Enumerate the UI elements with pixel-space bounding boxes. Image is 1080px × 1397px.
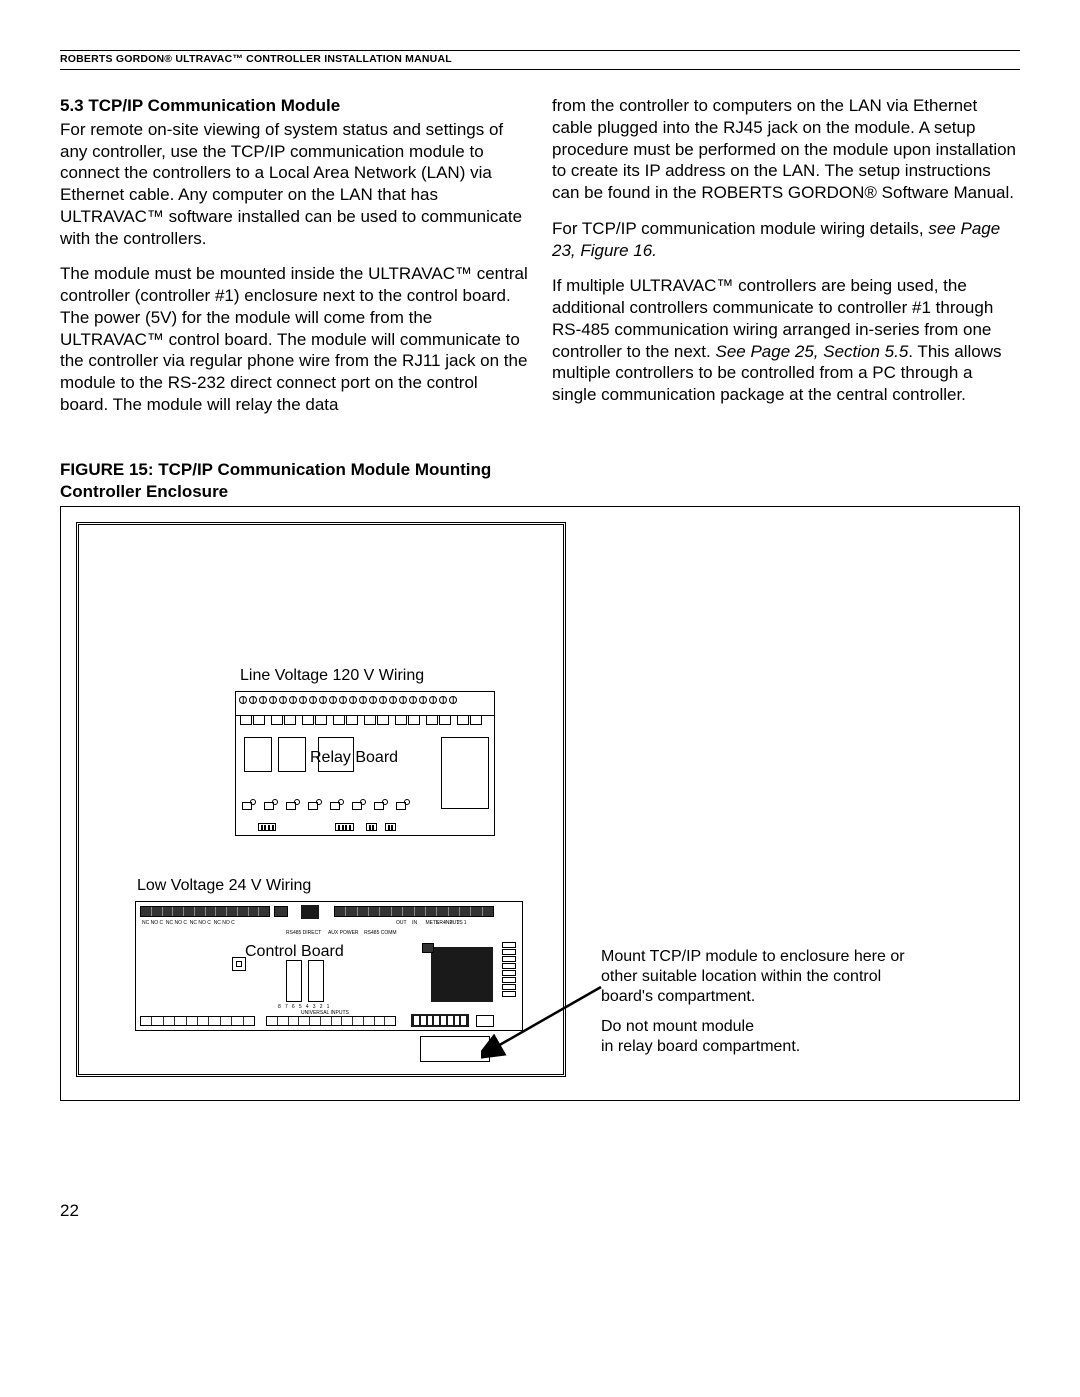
- section-heading: 5.3 TCP/IP Communication Module: [60, 95, 528, 117]
- paragraph: from the controller to computers on the …: [552, 95, 1020, 204]
- terminal-strip: [236, 692, 494, 716]
- figure-subcaption: Controller Enclosure: [60, 482, 1020, 502]
- callout-warning: Do not mount module in relay board compa…: [601, 1017, 931, 1057]
- paragraph: For remote on-site viewing of system sta…: [60, 119, 528, 250]
- callout-mounting: Mount TCP/IP module to enclosure here or…: [601, 947, 931, 1007]
- cross-ref: See Page 25, Section 5.5: [715, 342, 908, 361]
- dip-switch-icon: [411, 1014, 469, 1027]
- section-number: 5.3: [60, 96, 84, 115]
- running-header: ROBERTS GORDON® ULTRAVAC™ CONTROLLER INS…: [60, 53, 1020, 65]
- label-low-voltage: Low Voltage 24 V Wiring: [137, 877, 311, 895]
- header-rule-top: [60, 50, 1020, 51]
- terminal-block: [334, 906, 494, 917]
- terminal-block: [140, 1016, 255, 1026]
- figure-frame: Line Voltage 120 V Wiring: [60, 506, 1020, 1101]
- left-column: 5.3 TCP/IP Communication Module For remo…: [60, 95, 528, 430]
- page-number: 22: [60, 1201, 1020, 1221]
- callout-arrow-icon: [481, 967, 611, 1067]
- terminal-block: [140, 906, 270, 917]
- section-title: TCP/IP Communication Module: [88, 96, 340, 115]
- terminal-block: [266, 1016, 396, 1026]
- right-column: from the controller to computers on the …: [552, 95, 1020, 430]
- label-control-board: Control Board: [245, 943, 344, 961]
- terminal-tabs: [240, 716, 483, 725]
- port-row: [242, 802, 406, 810]
- label-relay-board: Relay Board: [310, 749, 398, 767]
- paragraph: The module must be mounted inside the UL…: [60, 263, 528, 415]
- text: For TCP/IP communication module wiring d…: [552, 219, 928, 238]
- control-board: NC NO C NC NO C NC NO C NC NO C RS485 DI…: [135, 901, 523, 1031]
- paragraph: For TCP/IP communication module wiring d…: [552, 218, 1020, 262]
- tcpip-module-location: [420, 1036, 490, 1062]
- body-columns: 5.3 TCP/IP Communication Module For remo…: [60, 95, 1020, 430]
- manual-page: ROBERTS GORDON® ULTRAVAC™ CONTROLLER INS…: [0, 0, 1080, 1261]
- paragraph: If multiple ULTRAVAC™ controllers are be…: [552, 275, 1020, 406]
- header-rule-bottom: [60, 69, 1020, 70]
- figure-caption: FIGURE 15: TCP/IP Communication Module M…: [60, 460, 1020, 480]
- bottom-connectors: [256, 823, 398, 831]
- label-line-voltage: Line Voltage 120 V Wiring: [240, 667, 424, 685]
